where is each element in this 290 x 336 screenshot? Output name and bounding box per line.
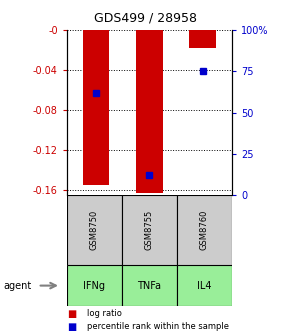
Bar xyxy=(67,265,122,306)
Bar xyxy=(136,30,163,193)
Text: IL4: IL4 xyxy=(197,281,212,291)
Text: GSM8750: GSM8750 xyxy=(90,210,99,250)
Text: agent: agent xyxy=(3,281,31,291)
Bar xyxy=(177,195,232,265)
Text: TNFa: TNFa xyxy=(137,281,161,291)
Bar xyxy=(67,195,122,265)
Text: GSM8755: GSM8755 xyxy=(145,210,154,250)
Text: ■: ■ xyxy=(67,322,76,332)
Text: GSM8760: GSM8760 xyxy=(200,210,209,250)
Text: IFNg: IFNg xyxy=(83,281,105,291)
Bar xyxy=(83,30,109,185)
Text: GDS499 / 28958: GDS499 / 28958 xyxy=(93,12,197,25)
Text: ■: ■ xyxy=(67,309,76,319)
Bar xyxy=(189,30,216,48)
Bar xyxy=(177,265,232,306)
Text: percentile rank within the sample: percentile rank within the sample xyxy=(87,322,229,331)
Bar xyxy=(122,265,177,306)
Bar xyxy=(122,195,177,265)
Text: log ratio: log ratio xyxy=(87,309,122,318)
